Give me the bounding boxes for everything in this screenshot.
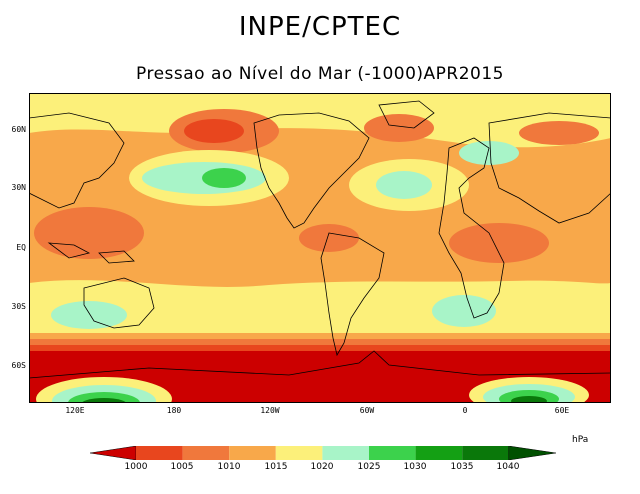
- chart-subtitle: Pressao ao Nível do Mar (-1000)APR2015: [136, 64, 504, 84]
- legend-swatch-2: [182, 446, 230, 460]
- lon-label-0: 0: [462, 406, 468, 415]
- legend-label-1025: 1025: [357, 462, 381, 472]
- lat-label-30n: 30N: [11, 183, 26, 192]
- legend-swatch-6: [369, 446, 416, 460]
- legend-unit: hPa: [572, 435, 589, 445]
- legend-swatch-8: [462, 446, 509, 460]
- legend-label-1035: 1035: [450, 462, 474, 472]
- legend-swatch-4: [275, 446, 323, 460]
- lat-label-60n: 60N: [11, 125, 26, 134]
- color-legend: [90, 446, 556, 460]
- legend-label-1040: 1040: [496, 462, 520, 472]
- legend-swatch-3: [229, 446, 276, 460]
- legend-label-1030: 1030: [403, 462, 427, 472]
- legend-label-1010: 1010: [217, 462, 241, 472]
- legend-swatch-1: [136, 446, 183, 460]
- lat-label-30s: 30S: [11, 302, 26, 311]
- legend-swatch-5: [322, 446, 369, 460]
- chart-title: INPE/CPTEC: [238, 12, 402, 42]
- legend-label-1015: 1015: [264, 462, 288, 472]
- lon-label-120w: 120W: [260, 406, 280, 415]
- legend-label-1005: 1005: [170, 462, 194, 472]
- legend-swatch-7: [415, 446, 463, 460]
- pressure-map: [29, 93, 611, 403]
- legend-label-1020: 1020: [310, 462, 334, 472]
- lat-label-eq: EQ: [16, 243, 26, 252]
- lon-label-180: 180: [166, 406, 182, 415]
- legend-label-1000: 1000: [124, 462, 148, 472]
- lon-label-60w: 60W: [359, 406, 375, 415]
- legend-swatch-0: [90, 446, 137, 460]
- lat-label-60s: 60S: [11, 361, 26, 370]
- legend-swatch-9: [508, 446, 556, 460]
- lon-label-120e: 120E: [65, 406, 85, 415]
- lon-label-60e: 60E: [554, 406, 570, 415]
